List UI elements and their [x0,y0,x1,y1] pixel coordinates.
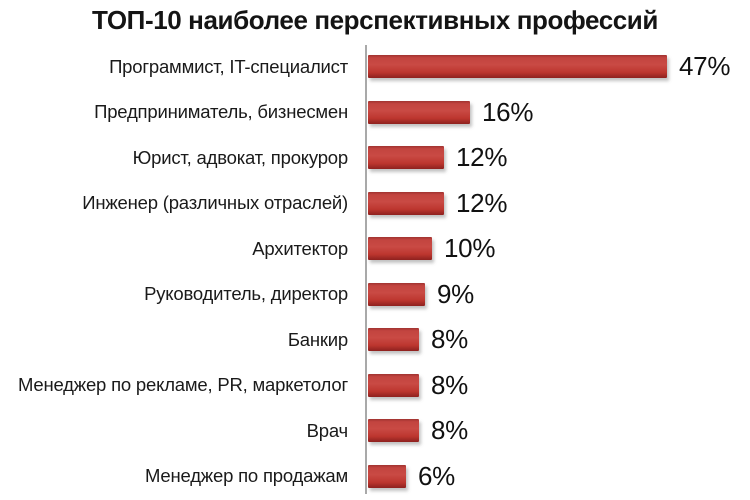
bar [368,282,425,306]
plot-area: Программист, IT-специалист 47% Предпринима… [0,44,750,500]
bar-track: 47% [366,44,750,90]
bar-track: 9% [366,272,750,318]
bar [368,55,667,79]
bar-track: 10% [366,226,750,272]
chart-row: Архитектор 10% [0,226,750,272]
bar [368,373,419,397]
category-label: Архитектор [252,237,348,259]
value-label: 10% [444,233,496,264]
category-label: Инженер (различных отраслей) [82,192,348,214]
category-label: Менеджер по рекламе, PR, маркетолог [17,374,348,396]
value-label: 8% [431,324,468,355]
bar-track: 6% [366,454,750,500]
bar [368,100,470,124]
value-label: 8% [431,369,468,400]
value-label: 47% [679,51,731,82]
bar-track: 8% [366,363,750,409]
category-label: Менеджер по продажам [145,465,348,487]
bar [368,237,432,261]
chart-row: Юрист, адвокат, прокурор 12% [0,135,750,181]
bar-rows: Программист, IT-специалист 47% Предпринима… [0,44,750,499]
bar-track: 8% [366,317,750,363]
bar [368,146,444,170]
category-label: Руководитель, директор [144,283,348,305]
bar-track: 8% [366,408,750,454]
value-label: 6% [418,460,455,491]
value-label: 16% [482,96,534,127]
bar-track: 12% [366,135,750,181]
value-label: 12% [456,187,508,218]
value-label: 9% [437,278,474,309]
value-label: 12% [456,142,508,173]
category-label: Предприниматель, бизнесмен [94,101,348,123]
bar [368,419,419,443]
y-axis-line [365,45,367,494]
chart-row: Банкир 8% [0,317,750,363]
bar-track: 12% [366,181,750,227]
category-label: Юрист, адвокат, прокурор [132,146,349,168]
chart-row: Врач 8% [0,408,750,454]
chart-title: ТОП-10 наиболее перспективных профессий [92,5,658,35]
value-label: 8% [431,415,468,446]
chart-row: Предприниматель, бизнесмен 16% [0,90,750,136]
chart-row: Руководитель, директор 9% [0,272,750,318]
category-label: Банкир [287,328,348,350]
chart-row: Программист, IT-специалист 47% [0,44,750,90]
chart-row: Менеджер по рекламе, PR, маркетолог 8% [0,363,750,409]
bar-track: 16% [366,90,750,136]
bar [368,464,406,488]
category-label: Программист, IT-специалист [109,55,348,77]
bar [368,328,419,352]
chart-row: Инженер (различных отраслей) 12% [0,181,750,227]
bar [368,191,444,215]
chart-row: Менеджер по продажам 6% [0,454,750,500]
category-label: Врач [306,419,349,441]
